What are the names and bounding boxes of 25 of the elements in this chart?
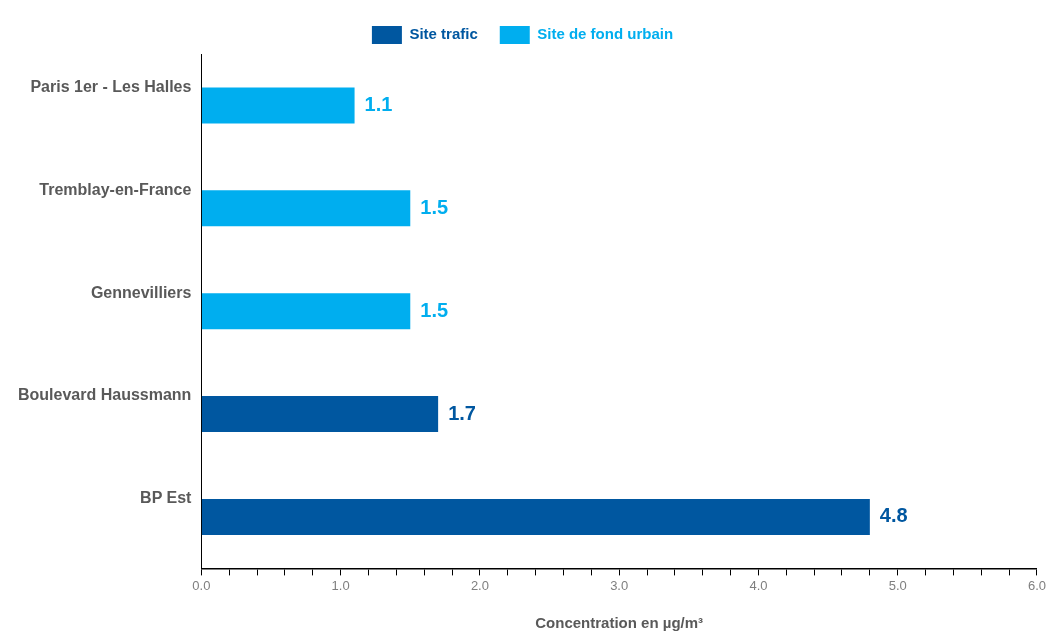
- data-label: 4.8: [879, 504, 908, 527]
- data-label: 1.5: [420, 195, 449, 218]
- x-tick-label: 0.0: [192, 577, 211, 593]
- data-label: 1.7: [448, 401, 476, 424]
- x-tick-label: 1.0: [331, 577, 350, 593]
- x-axis-title: Concentration en µg/m³: [535, 614, 704, 632]
- legend-label: Site trafic: [409, 25, 478, 43]
- y-tick-label: Gennevilliers: [90, 283, 192, 301]
- bar: [201, 87, 355, 124]
- bar: [201, 498, 870, 535]
- bar: [201, 190, 411, 227]
- bar: [201, 396, 439, 433]
- x-tick-label: 5.0: [888, 577, 907, 593]
- data-label: 1.1: [364, 92, 393, 115]
- y-tick-label: BP Est: [140, 489, 193, 507]
- x-tick-label: 3.0: [610, 577, 629, 593]
- bar: [201, 293, 411, 330]
- x-tick-label: 6.0: [1027, 577, 1046, 593]
- y-tick-label: Boulevard Haussmann: [17, 386, 192, 404]
- x-tick-label: 4.0: [749, 577, 768, 593]
- data-label: 1.5: [420, 298, 449, 321]
- y-tick-label: Paris 1er - Les Halles: [30, 77, 192, 95]
- y-tick-label: Tremblay-en-France: [39, 180, 192, 198]
- x-tick-label: 2.0: [470, 577, 489, 593]
- legend-label: Site de fond urbain: [537, 25, 674, 43]
